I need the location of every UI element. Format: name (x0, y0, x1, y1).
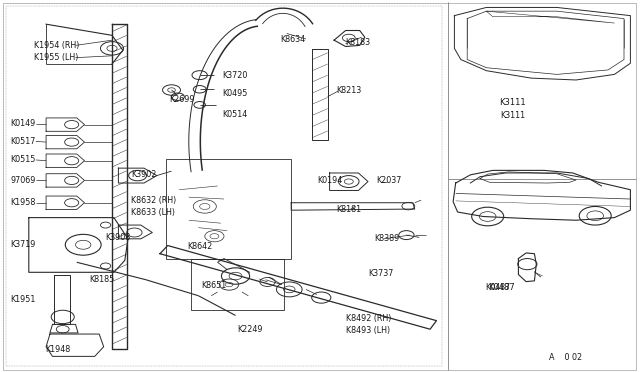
Text: K1954 (RH): K1954 (RH) (34, 41, 79, 50)
Text: K1951: K1951 (10, 295, 36, 304)
Text: K8633 (LH): K8633 (LH) (131, 208, 175, 217)
Text: K0487: K0487 (485, 283, 510, 292)
Text: K0514: K0514 (223, 110, 248, 119)
Text: K0515: K0515 (10, 155, 36, 164)
Text: K3902: K3902 (131, 170, 157, 179)
Text: K8183: K8183 (346, 38, 371, 47)
Text: K3111: K3111 (500, 111, 525, 120)
Text: K8632 (RH): K8632 (RH) (131, 196, 177, 205)
Text: K3720: K3720 (223, 71, 248, 80)
Text: K1958: K1958 (10, 198, 36, 207)
Text: A    0 02: A 0 02 (549, 353, 582, 362)
Text: K2699: K2699 (170, 95, 195, 104)
Text: K8185: K8185 (90, 275, 115, 283)
Text: K0149: K0149 (10, 119, 35, 128)
Text: K1948: K1948 (45, 345, 70, 354)
Text: K2249: K2249 (237, 325, 262, 334)
Text: K0517: K0517 (10, 137, 36, 146)
Bar (6, 6, 442, 366)
Text: K0194: K0194 (317, 176, 342, 185)
Text: K3111: K3111 (499, 98, 526, 107)
Bar (191, 259, 284, 310)
Text: K8651: K8651 (202, 281, 227, 290)
Text: K8492 (RH): K8492 (RH) (346, 314, 391, 323)
Text: K3719: K3719 (10, 240, 36, 249)
Text: K8634: K8634 (280, 35, 305, 44)
Text: K3737: K3737 (368, 269, 394, 278)
Text: K0487: K0487 (488, 283, 515, 292)
Text: K8493 (LH): K8493 (LH) (346, 326, 390, 335)
Text: K8389: K8389 (374, 234, 399, 243)
Text: K2037: K2037 (376, 176, 402, 185)
Text: K0495: K0495 (223, 89, 248, 98)
Text: K3908: K3908 (106, 233, 131, 242)
Text: K8642: K8642 (187, 242, 212, 251)
Text: 97069: 97069 (10, 176, 36, 185)
Bar (166, 159, 291, 259)
Text: K8181: K8181 (336, 205, 361, 214)
Text: K1955 (LH): K1955 (LH) (34, 53, 78, 62)
Text: K8213: K8213 (336, 86, 361, 94)
